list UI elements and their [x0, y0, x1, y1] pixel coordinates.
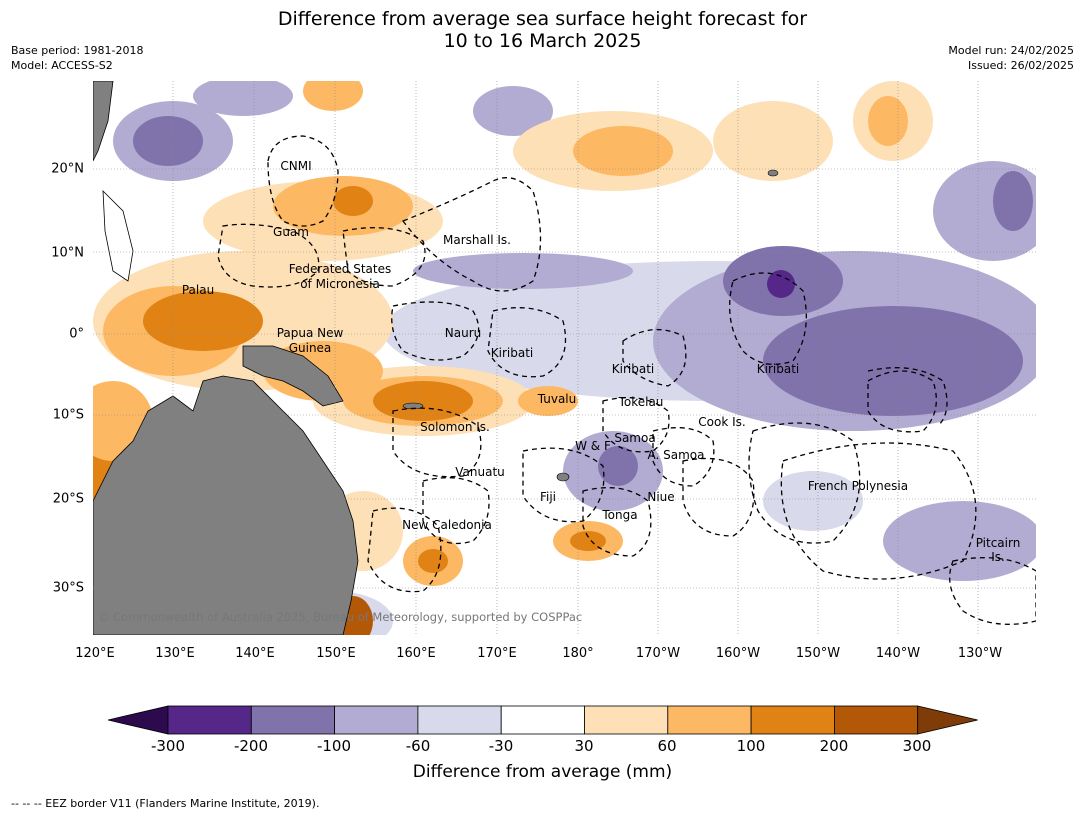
lon-label-170e: 170°E [477, 646, 517, 661]
colorbar-cell [167, 705, 252, 735]
lat-label-30s: 30°S [52, 580, 84, 596]
graticule [93, 81, 1036, 635]
lon-label-140e: 140°E [235, 646, 275, 661]
label-guam: Guam [273, 225, 309, 239]
colorbar-cell [834, 705, 919, 735]
issued-text: Issued: 26/02/2025 [967, 59, 1074, 72]
lon-label-150e: 150°E [316, 646, 356, 661]
colorbar-cell [584, 705, 669, 735]
colorbar-cell [500, 705, 585, 735]
label-palau: Palau [181, 283, 215, 297]
label-marshall-islands: Marshall Is. [443, 233, 511, 247]
colorbar-cells [108, 705, 978, 735]
colorbar-tick-label: -100 [316, 737, 352, 755]
colorbar-cell [250, 705, 336, 735]
colorbar-tick-label: -200 [233, 737, 269, 755]
label-cnmi: CNMI [280, 159, 312, 173]
label-american-samoa: A. Samoa [647, 448, 705, 462]
land-masses [93, 81, 779, 635]
lon-label-160e: 160°E [396, 646, 436, 661]
label-tuvalu: Tuvalu [537, 392, 577, 406]
lon-label-140w: 140°W [875, 646, 921, 661]
label-png-line2: Guinea [288, 341, 332, 355]
label-new-caledonia: New Caledonia [402, 518, 492, 532]
lat-label-10s: 10°S [52, 407, 84, 423]
model-run-text: Model run: 24/02/2025 [948, 44, 1074, 57]
label-cook-islands: Cook Is. [698, 415, 746, 429]
colorbar-tick-label: -30 [488, 737, 514, 755]
map-canvas [93, 81, 1036, 635]
eez-borders [217, 135, 1036, 625]
label-fsm-line2: of Micronesia [300, 277, 380, 291]
map-area [93, 81, 1036, 635]
lon-label-120e: 120°E [75, 646, 115, 661]
label-fsm-line1: Federated States [288, 262, 392, 276]
lon-label-160w: 160°W [715, 646, 761, 661]
colorbar-extend-high [917, 705, 978, 735]
label-kiribati-east: Kiribati [756, 362, 800, 376]
copyright-notice: © Commonwealth of Australia 2025, Bureau… [98, 610, 583, 624]
model-text: Model: ACCESS-S2 [11, 59, 113, 72]
base-period-text: Base period: 1981-2018 [11, 44, 144, 57]
colorbar-tick-label: -60 [405, 737, 431, 755]
colorbar-title: Difference from average (mm) [412, 762, 673, 782]
colorbar-tick-label: 30 [574, 737, 594, 755]
lon-label-170w: 170°W [635, 646, 681, 661]
label-fiji: Fiji [539, 490, 557, 504]
label-solomon-islands: Solomon Is. [420, 420, 490, 434]
colorbar-tick-label: 60 [657, 737, 677, 755]
meta-left: Base period: 1981-2018 Model: ACCESS-S2 [11, 43, 143, 73]
lat-label-equator: 0° [69, 326, 84, 342]
lat-label-20s: 20°S [52, 491, 84, 507]
label-pitcairn-line2: Is. [991, 550, 1005, 564]
label-wallis-futuna: W & F [575, 439, 611, 453]
lon-label-150w: 150°W [795, 646, 841, 661]
meta-right: Model run: 24/02/2025 Issued: 26/02/2025 [948, 43, 1074, 73]
colorbar-tick-label: -300 [150, 737, 186, 755]
title-line-1: Difference from average sea surface heig… [277, 8, 808, 30]
label-vanuatu: Vanuatu [455, 465, 505, 479]
colorbar-tick-label: 200 [819, 737, 849, 755]
colorbar-cell [750, 705, 835, 735]
colorbar-cell [417, 705, 502, 735]
lon-label-180: 180° [562, 646, 594, 661]
lon-label-130w: 130°W [957, 646, 1003, 661]
label-french-polynesia: French Polynesia [807, 479, 909, 493]
colorbar-cell [667, 705, 752, 735]
label-pitcairn-line1: Pitcairn [975, 536, 1021, 550]
label-tonga: Tonga [602, 508, 638, 522]
label-niue: Niue [647, 490, 675, 504]
label-kiribati-west: Kiribati [490, 346, 534, 360]
colorbar-extend-low [108, 705, 169, 735]
colorbar-cell [334, 705, 419, 735]
label-tokelau: Tokelau [618, 395, 664, 409]
eez-footnote: -- -- -- EEZ border V11 (Flanders Marine… [11, 797, 320, 810]
label-kiribati-central: Kiribati [611, 362, 655, 376]
map-title: Difference from average sea surface heig… [0, 8, 1085, 52]
lat-label-20n: 20°N [51, 161, 84, 177]
colorbar-tick-label: 100 [736, 737, 766, 755]
title-line-2: 10 to 16 March 2025 [443, 30, 642, 52]
label-nauru: Nauru [444, 326, 482, 340]
lon-label-130e: 130°E [155, 646, 195, 661]
colorbar [108, 705, 978, 735]
lat-label-10n: 10°N [51, 245, 84, 261]
colorbar-tick-label: 300 [902, 737, 932, 755]
label-png-line1: Papua New [276, 326, 344, 340]
label-samoa: Samoa [614, 431, 656, 445]
